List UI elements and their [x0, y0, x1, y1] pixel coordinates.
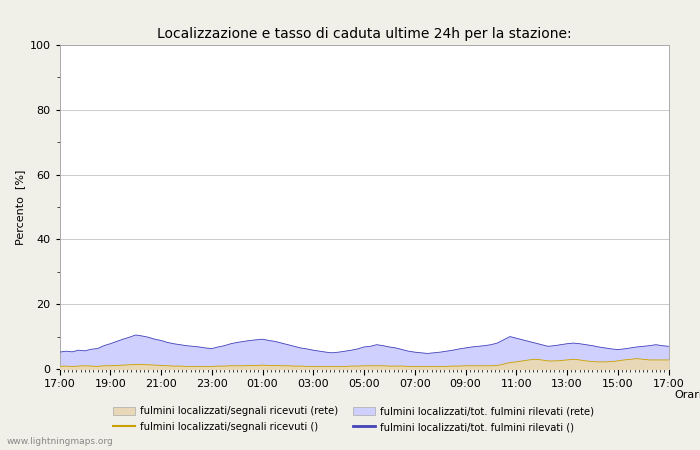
Text: www.lightningmaps.org: www.lightningmaps.org	[7, 436, 113, 446]
Title: Localizzazione e tasso di caduta ultime 24h per la stazione:: Localizzazione e tasso di caduta ultime …	[157, 27, 571, 41]
Legend: fulmini localizzati/segnali ricevuti (rete), fulmini localizzati/segnali ricevut: fulmini localizzati/segnali ricevuti (re…	[113, 406, 594, 432]
Text: Orario: Orario	[675, 390, 700, 400]
Y-axis label: Percento  [%]: Percento [%]	[15, 169, 25, 245]
